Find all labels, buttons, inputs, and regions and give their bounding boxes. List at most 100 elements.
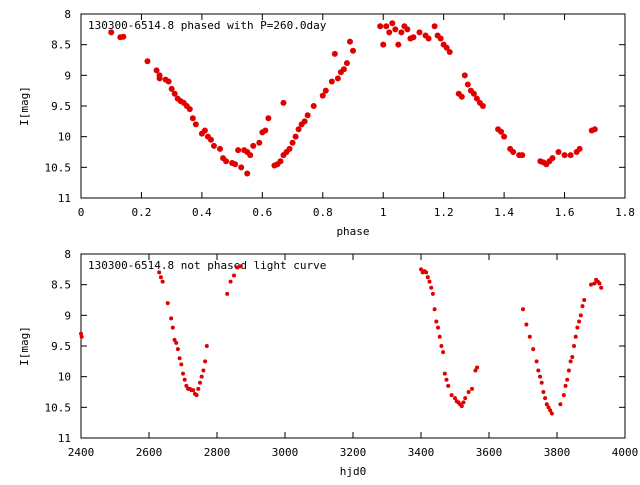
data-point (446, 383, 451, 388)
data-point (597, 281, 602, 286)
data-point (157, 270, 162, 275)
data-point (377, 23, 384, 30)
data-point (322, 87, 329, 94)
data-point (158, 275, 163, 280)
data-point (192, 121, 199, 128)
x-tick-label: 3400 (408, 446, 435, 459)
x-tick-label: 3200 (340, 446, 367, 459)
data-point (568, 359, 573, 364)
x-tick-label: 2400 (68, 446, 95, 459)
data-point (534, 359, 539, 364)
data-point (458, 93, 465, 100)
data-point (232, 161, 239, 168)
data-point (576, 145, 583, 152)
data-point (153, 67, 160, 74)
data-point (286, 145, 293, 152)
data-point (427, 279, 432, 284)
data-point (346, 38, 353, 45)
data-point (392, 26, 399, 33)
data-point (301, 118, 308, 125)
data-point (203, 359, 208, 364)
x-tick-label: 2800 (204, 446, 231, 459)
data-point (201, 127, 208, 134)
data-point (582, 298, 587, 302)
data-point (437, 35, 444, 42)
data-point (416, 29, 423, 36)
data-point (172, 337, 177, 342)
data-point (561, 393, 566, 398)
data-point (186, 106, 193, 113)
data-point (331, 50, 338, 57)
data-point (599, 285, 604, 290)
data-point (444, 377, 449, 382)
data-point (191, 388, 196, 393)
data-point (463, 396, 468, 401)
data-point (343, 60, 350, 67)
data-point (563, 383, 568, 388)
data-point (519, 152, 526, 159)
chart-title: 130300-6514.8 not phased light curve (88, 259, 326, 272)
data-point (498, 128, 505, 135)
data-point (256, 139, 263, 146)
y-tick-label: 8.5 (51, 39, 71, 52)
data-point (570, 355, 575, 360)
data-point (120, 33, 127, 40)
data-point (536, 368, 541, 373)
data-point (566, 368, 571, 373)
x-tick-label: 1.6 (555, 206, 575, 219)
x-tick-label: 3800 (544, 446, 571, 459)
data-point (558, 402, 563, 407)
data-point (464, 81, 471, 88)
data-point (453, 396, 457, 401)
data-point (561, 152, 568, 159)
data-point (449, 393, 454, 398)
data-point (210, 142, 217, 149)
data-point (182, 377, 187, 382)
data-point (538, 374, 542, 379)
data-point (198, 380, 202, 385)
x-tick-label: 0.4 (192, 206, 212, 219)
data-point (501, 133, 508, 140)
data-point (434, 319, 439, 324)
data-point (175, 347, 180, 352)
x-axis-label: hjd0 (340, 465, 367, 478)
data-point (436, 325, 440, 330)
data-point (289, 139, 296, 146)
y-tick-label: 8 (64, 248, 71, 261)
data-point (541, 390, 546, 394)
data-point (549, 155, 556, 162)
data-point (169, 316, 174, 321)
data-point (424, 270, 429, 275)
phased-panel: 0 0.2 0.4 0.6 0.8 1 1.2 1.4 1.6 1.8 8 8.5 9 9.5 10 10.5… (18, 8, 635, 238)
x-tick-label: 3000 (272, 446, 299, 459)
y-tick-label: 8.5 (51, 279, 71, 292)
data-point (539, 380, 544, 385)
data-point (577, 319, 582, 324)
data-point (310, 103, 317, 109)
data-point (328, 78, 335, 85)
data-point (446, 49, 453, 56)
x-tick-label: 1.2 (434, 206, 454, 219)
data-point (510, 149, 517, 155)
x-tick-label: 0.2 (132, 206, 152, 219)
data-point (238, 264, 243, 269)
y-tick-label: 11 (58, 192, 71, 205)
y-tick-label: 9 (64, 309, 71, 322)
data-point (470, 386, 474, 391)
data-point (398, 29, 405, 36)
data-point (201, 368, 206, 373)
x-axis-label: phase (336, 225, 369, 238)
data-point (295, 126, 302, 133)
data-point (479, 103, 486, 109)
data-point (177, 356, 182, 361)
data-point (170, 325, 175, 330)
data-point (235, 147, 242, 154)
data-point (544, 402, 549, 407)
data-point (350, 47, 356, 54)
unphased-panel: 2400 2600 2800 3000 3200 3400 3600 3800 4000 8 8.5… (18, 248, 638, 478)
data-point (461, 72, 468, 79)
data-point (592, 281, 597, 286)
data-point (199, 374, 204, 379)
data-point (404, 26, 411, 33)
